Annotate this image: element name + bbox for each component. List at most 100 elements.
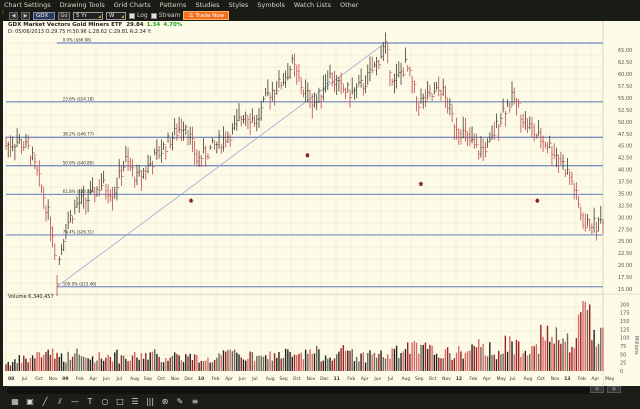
checkbox-icon <box>150 12 157 19</box>
svg-text:40.00: 40.00 <box>618 168 632 174</box>
svg-text:Feb: Feb <box>212 376 220 382</box>
svg-text:Aug: Aug <box>401 376 410 382</box>
chart-zoom-button-2[interactable]: ◎ <box>607 386 621 393</box>
chart-zoom-button-1[interactable]: ◎ <box>590 386 604 393</box>
svg-text:55.00: 55.00 <box>618 96 632 102</box>
svg-text:Jul: Jul <box>251 376 257 382</box>
dividend-marker-icon <box>188 198 194 203</box>
svg-text:20.00: 20.00 <box>618 263 632 269</box>
menu-item-grid-charts[interactable]: Grid Charts <box>113 1 151 9</box>
svg-text:25: 25 <box>620 361 626 367</box>
svg-text:Feb: Feb <box>578 376 586 382</box>
svg-text:Apr: Apr <box>89 376 97 382</box>
svg-text:12: 12 <box>456 376 462 382</box>
fib-tool-icon[interactable]: ☰ <box>131 397 139 406</box>
log-checkbox[interactable]: Log <box>129 12 148 19</box>
svg-text:0.0% ($66.98): 0.0% ($66.98) <box>63 38 92 43</box>
svg-text:Feb: Feb <box>76 376 84 382</box>
svg-text:Jul: Jul <box>21 376 27 382</box>
symbol-name: GDX Market Vectors Gold Miners ETF <box>8 22 123 28</box>
pitchfork-tool-icon[interactable]: ⊛ <box>161 397 169 406</box>
svg-text:Jun: Jun <box>238 376 246 382</box>
svg-text:Jun: Jun <box>102 376 110 382</box>
svg-text:30.00: 30.00 <box>618 215 632 221</box>
svg-text:100: 100 <box>620 336 630 342</box>
svg-text:62.50: 62.50 <box>618 60 632 66</box>
svg-text:Aug: Aug <box>130 376 139 382</box>
svg-text:57.50: 57.50 <box>618 84 632 90</box>
svg-text:38.2% ($46.77): 38.2% ($46.77) <box>63 132 95 137</box>
next-button[interactable]: ▶ <box>21 11 30 20</box>
price-change-pct: 4.70% <box>163 22 183 28</box>
menu-item-patterns[interactable]: Patterns <box>159 1 187 9</box>
ohlc-readout: D: 05/06/2013 O:29.75 H:30.96 L:28.62 C:… <box>8 29 152 35</box>
chart-area[interactable]: 65.00 62.50 60.00 57.50 55.00 52.50 50.00 47.50… <box>3 21 640 386</box>
svg-text:Sep: Sep <box>415 376 424 382</box>
more-tool-icon[interactable]: ≡ <box>191 397 199 406</box>
toolbar-grip[interactable]: ⁝ <box>2 9 4 16</box>
stream-label: Stream <box>158 12 181 19</box>
last-price: 29.84 <box>126 22 144 28</box>
ray-tool-icon[interactable]: ⫽ <box>58 396 62 406</box>
interval-select[interactable]: W <box>106 11 126 20</box>
cursor-tool-icon[interactable]: ▣ <box>26 397 34 406</box>
svg-text:17.50: 17.50 <box>618 275 632 281</box>
symbol-input[interactable]: GDX <box>33 11 55 20</box>
trade-now-button[interactable]: ⚖ Trade Now <box>183 11 230 20</box>
menu-item-symbols[interactable]: Symbols <box>257 1 285 9</box>
svg-text:22.50: 22.50 <box>618 251 632 257</box>
svg-text:23.6% ($54.18): 23.6% ($54.18) <box>63 96 95 101</box>
svg-text:Oct: Oct <box>537 376 545 382</box>
eraser-tool-icon[interactable]: ✎ <box>176 397 184 406</box>
rect-tool-icon[interactable]: □ <box>116 397 124 406</box>
svg-text:10: 10 <box>198 376 204 382</box>
svg-text:08: 08 <box>8 376 14 382</box>
svg-text:50.00: 50.00 <box>618 120 632 126</box>
menu-item-studies[interactable]: Studies <box>195 1 220 9</box>
price-chart[interactable]: 65.00 62.50 60.00 57.50 55.00 52.50 50.00 47.50… <box>3 21 640 386</box>
checkbox-icon <box>129 12 135 19</box>
menu-item-styles[interactable]: Styles <box>228 1 249 9</box>
prev-button[interactable]: ◀ <box>9 11 18 20</box>
svg-text:150: 150 <box>620 319 630 325</box>
svg-text:Apr: Apr <box>483 376 491 382</box>
pointer-tool-icon[interactable]: ▦ <box>11 397 19 406</box>
svg-text:175: 175 <box>620 311 630 317</box>
svg-text:50.0% ($40.80): 50.0% ($40.80) <box>63 160 95 165</box>
svg-text:Oct: Oct <box>293 376 301 382</box>
menu-item-chart-settings[interactable]: Chart Settings <box>4 1 51 9</box>
toolbar: ⁝ ◀ ▶ GDX Go 5 Yr W Log Stream ⚖ Trade No… <box>0 10 640 21</box>
svg-text:13: 13 <box>564 376 570 382</box>
volume-label: Volume 6,340,457 <box>8 294 54 300</box>
svg-text:42.50: 42.50 <box>618 156 632 162</box>
menu-item-other[interactable]: Other <box>339 1 359 9</box>
go-button[interactable]: Go <box>58 11 70 20</box>
svg-text:Apr: Apr <box>361 376 369 382</box>
text-tool-icon[interactable]: T <box>87 397 93 406</box>
stream-checkbox[interactable]: Stream <box>150 12 181 19</box>
svg-text:Oct: Oct <box>35 376 43 382</box>
bars-tool-icon[interactable]: ||| <box>145 397 155 406</box>
svg-text:60.00: 60.00 <box>618 72 632 78</box>
svg-text:50: 50 <box>620 352 626 358</box>
svg-text:Nov: Nov <box>442 376 451 382</box>
menu-item-watch-lists[interactable]: Watch Lists <box>293 1 331 9</box>
svg-text:65.00: 65.00 <box>618 48 632 54</box>
chart-scrollbar[interactable] <box>7 386 593 394</box>
svg-text:76.4% ($26.31): 76.4% ($26.31) <box>63 229 95 234</box>
svg-text:100.0% ($15.46): 100.0% ($15.46) <box>63 281 97 286</box>
svg-text:Feb: Feb <box>347 376 355 382</box>
drawing-toolbar: ▦ ▣ ╱ ⫽ — T ○ □ ☰ ||| ⊛ ✎ ≡ <box>0 394 200 409</box>
dividend-marker-icon <box>534 198 540 203</box>
hline-tool-icon[interactable]: — <box>71 397 79 406</box>
period-select[interactable]: 5 Yr <box>73 11 103 20</box>
svg-text:Apr: Apr <box>225 376 233 382</box>
menu-item-drawing-tools[interactable]: Drawing Tools <box>59 1 105 9</box>
line-tool-icon[interactable]: ╱ <box>42 397 48 406</box>
zoom-buttons: ◎ ◎ <box>590 386 621 393</box>
svg-text:Apr: Apr <box>591 376 599 382</box>
svg-text:35.00: 35.00 <box>618 191 632 197</box>
ellipse-tool-icon[interactable]: ○ <box>101 397 109 406</box>
svg-text:Jul: Jul <box>116 376 122 382</box>
dividend-marker-icon <box>304 152 310 158</box>
